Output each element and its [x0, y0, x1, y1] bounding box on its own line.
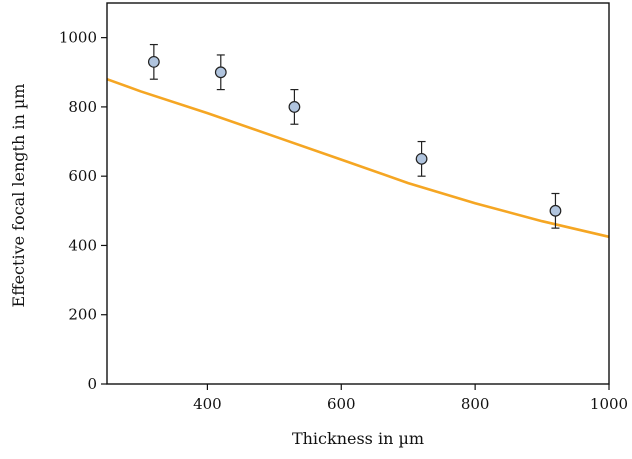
y-axis-label: Effective focal length in µm [9, 84, 28, 308]
x-axis-label: Thickness in µm [292, 429, 424, 448]
y-tick-label: 800 [68, 98, 97, 116]
x-tick-label: 400 [193, 395, 222, 413]
x-tick-label: 800 [461, 395, 490, 413]
x-tick-label: 600 [327, 395, 356, 413]
data-point [415, 140, 428, 177]
data-point [147, 43, 160, 80]
marker [415, 152, 428, 165]
marker [214, 66, 227, 79]
series-line [106, 77, 610, 239]
y-tick-label: 1000 [59, 29, 97, 47]
marker [549, 204, 562, 217]
plot-frame [106, 2, 610, 385]
x-tick-label: 1000 [590, 395, 628, 413]
y-tick-label: 400 [68, 236, 97, 254]
y-tick-label: 0 [87, 375, 97, 393]
y-tick-label: 200 [68, 306, 97, 324]
marker [288, 101, 301, 113]
y-tick-label: 600 [68, 167, 97, 185]
marker [147, 55, 160, 68]
data-point [549, 192, 562, 229]
data-point [288, 88, 301, 125]
x-axis-ticks: 400 600 800 1000 [193, 384, 628, 413]
data-points [147, 43, 562, 229]
y-axis-ticks: 0 200 400 600 800 1000 [59, 29, 107, 393]
data-point [214, 54, 227, 91]
